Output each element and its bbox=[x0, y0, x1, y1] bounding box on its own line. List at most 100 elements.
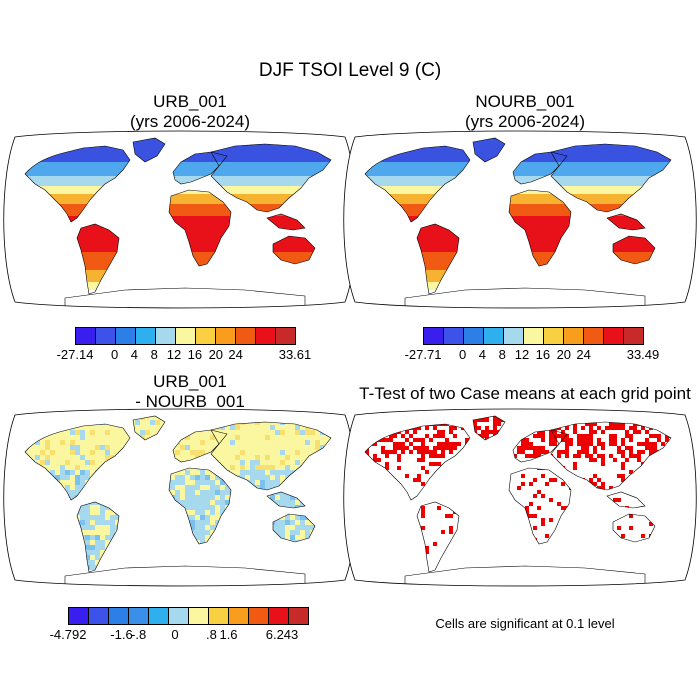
difference-cell bbox=[285, 450, 290, 455]
difference-cell bbox=[85, 530, 90, 535]
difference-cell bbox=[190, 505, 195, 510]
significant-cell bbox=[381, 450, 385, 454]
difference-cell bbox=[90, 560, 95, 565]
significant-cell bbox=[425, 470, 429, 474]
significance-note: Cells are significant at 0.1 level bbox=[435, 616, 615, 631]
difference-cell bbox=[200, 525, 205, 530]
significant-cell bbox=[449, 442, 453, 446]
difference-cell bbox=[65, 485, 70, 490]
difference-cell bbox=[270, 445, 275, 450]
difference-cell bbox=[270, 440, 275, 445]
significant-cell bbox=[529, 446, 533, 450]
panel-title-diff-line1: URB_001 bbox=[153, 372, 227, 391]
difference-cell bbox=[65, 460, 70, 465]
difference-cell bbox=[260, 435, 265, 440]
difference-cell bbox=[225, 435, 230, 440]
difference-cell bbox=[50, 460, 55, 465]
difference-cell bbox=[210, 515, 215, 520]
significant-cell bbox=[601, 482, 605, 486]
difference-cell bbox=[80, 485, 85, 490]
difference-cell bbox=[250, 435, 255, 440]
difference-cell bbox=[105, 435, 110, 440]
difference-cell bbox=[195, 525, 200, 530]
difference-cell bbox=[110, 450, 115, 455]
difference-cell bbox=[265, 440, 270, 445]
panel-title-urb-line1: URB_001 bbox=[153, 92, 227, 111]
difference-cell bbox=[70, 490, 75, 495]
difference-cell bbox=[100, 435, 105, 440]
significant-cell bbox=[581, 426, 585, 430]
difference-cell bbox=[220, 455, 225, 460]
difference-cell bbox=[100, 455, 105, 460]
difference-cell bbox=[255, 465, 260, 470]
difference-cell bbox=[55, 435, 60, 440]
significant-cell bbox=[385, 462, 389, 466]
significant-cell bbox=[621, 474, 625, 478]
significant-cell bbox=[629, 454, 633, 458]
difference-cell bbox=[310, 450, 315, 455]
significant-cell bbox=[553, 430, 557, 434]
difference-cell bbox=[225, 490, 230, 495]
significant-cell bbox=[641, 442, 645, 446]
significant-cell bbox=[373, 454, 377, 458]
difference-cell bbox=[205, 520, 210, 525]
significant-cell bbox=[565, 454, 569, 458]
significant-cell bbox=[633, 454, 637, 458]
significant-cell bbox=[421, 450, 425, 454]
difference-cell bbox=[90, 555, 95, 560]
significant-cell bbox=[453, 446, 457, 450]
difference-cell bbox=[65, 435, 70, 440]
significant-cell bbox=[437, 430, 441, 434]
difference-cell bbox=[65, 455, 70, 460]
difference-cell bbox=[215, 520, 220, 525]
difference-cell bbox=[190, 510, 195, 515]
difference-cell bbox=[290, 450, 295, 455]
significant-cell bbox=[377, 458, 381, 462]
difference-cell bbox=[310, 525, 315, 530]
difference-cell bbox=[205, 440, 210, 445]
significant-cell bbox=[453, 434, 457, 438]
difference-cell bbox=[50, 470, 55, 475]
difference-cell bbox=[230, 435, 235, 440]
difference-cell bbox=[80, 455, 85, 460]
difference-cell bbox=[275, 520, 280, 525]
significant-cell bbox=[617, 526, 621, 530]
significant-cell bbox=[581, 434, 585, 438]
difference-cell bbox=[200, 450, 205, 455]
difference-cell bbox=[240, 465, 245, 470]
difference-cell bbox=[140, 430, 145, 435]
difference-cell bbox=[110, 525, 115, 530]
significant-cell bbox=[345, 430, 349, 434]
significant-cell bbox=[613, 422, 617, 426]
significant-cell bbox=[433, 434, 437, 438]
colorbar-swatch bbox=[128, 607, 149, 625]
significant-cell bbox=[593, 458, 597, 462]
difference-cell bbox=[230, 430, 235, 435]
colorbar-swatch bbox=[523, 327, 544, 345]
difference-cell bbox=[90, 445, 95, 450]
colorbar-tick-label: 24 bbox=[228, 347, 243, 362]
difference-cell bbox=[270, 475, 275, 480]
significant-cell bbox=[621, 422, 625, 426]
difference-cell bbox=[280, 455, 285, 460]
significant-cell bbox=[421, 454, 425, 458]
colorbar-swatch bbox=[483, 327, 504, 345]
difference-cell bbox=[305, 535, 310, 540]
difference-cell bbox=[170, 485, 175, 490]
significant-cell bbox=[657, 438, 661, 442]
significant-cell bbox=[685, 410, 689, 414]
significant-cell bbox=[529, 442, 533, 446]
difference-cell bbox=[50, 440, 55, 445]
significant-cell bbox=[393, 434, 397, 438]
colorbar-swatch bbox=[268, 607, 289, 625]
difference-cell bbox=[205, 495, 210, 500]
difference-cell bbox=[195, 505, 200, 510]
colorbar-tick-label: -1.6 bbox=[110, 627, 133, 642]
significant-cell bbox=[661, 442, 665, 446]
difference-cell bbox=[105, 540, 110, 545]
difference-cell bbox=[300, 515, 305, 520]
significant-cell bbox=[425, 426, 429, 430]
colorbar-swatch bbox=[155, 327, 176, 345]
difference-cell bbox=[240, 445, 245, 450]
difference-cell bbox=[245, 465, 250, 470]
